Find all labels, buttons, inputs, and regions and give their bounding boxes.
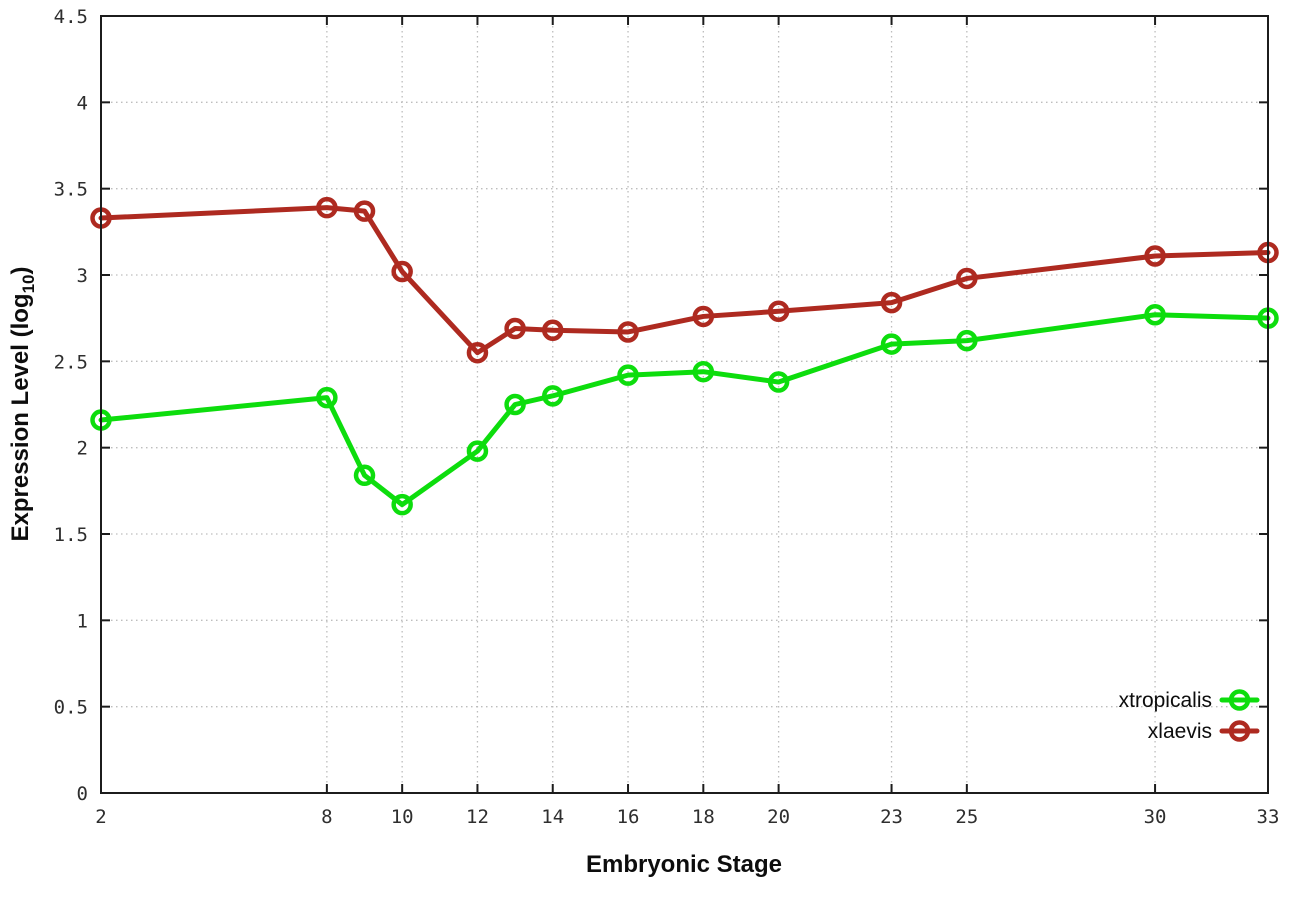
x-tick-label: 23 bbox=[880, 806, 903, 828]
series-line-xtropicalis bbox=[98, 312, 1271, 508]
y-tick-label: 2 bbox=[77, 438, 88, 460]
legend: xtropicalis xlaevis bbox=[1119, 689, 1260, 743]
x-tick-label: 8 bbox=[321, 806, 332, 828]
data-point-xlaevis bbox=[316, 196, 338, 219]
data-point-xtropicalis bbox=[316, 386, 338, 409]
data-point-xtropicalis bbox=[880, 333, 903, 355]
data-point-xtropicalis bbox=[1144, 303, 1166, 326]
x-tick-label: 16 bbox=[617, 806, 640, 828]
y-tick-label: 3 bbox=[77, 265, 88, 287]
data-point-xlaevis bbox=[391, 260, 413, 283]
tick-layer: 2 8 10 12 14 16 18 20 23 25 30 33 0 0.5 1 1.5 2 2.5 3 3.5 4 4… bbox=[54, 6, 1280, 828]
data-point-xtropicalis bbox=[692, 360, 715, 383]
legend-marker-xtropicalis bbox=[1228, 689, 1251, 711]
y-tick-label: 1.5 bbox=[54, 524, 88, 546]
data-point-xtropicalis bbox=[504, 393, 526, 416]
data-point-xtropicalis bbox=[617, 364, 639, 386]
x-tick-label: 10 bbox=[391, 806, 414, 828]
data-point-xtropicalis bbox=[541, 385, 564, 407]
data-point-xtropicalis bbox=[466, 440, 489, 462]
y-tick-label: 0.5 bbox=[54, 697, 88, 719]
y-tick-label: 4 bbox=[77, 92, 88, 114]
data-point-xlaevis bbox=[956, 267, 978, 290]
y-tick-label: 3.5 bbox=[54, 179, 88, 201]
y-tick-label: 0 bbox=[77, 783, 88, 805]
x-tick-label: 33 bbox=[1257, 806, 1280, 828]
x-tick-label: 20 bbox=[767, 806, 790, 828]
data-point-xlaevis bbox=[504, 317, 526, 340]
y-tick-label: 4.5 bbox=[54, 6, 88, 28]
legend-label-xtropicalis: xtropicalis bbox=[1119, 689, 1212, 712]
legend-marker-xlaevis bbox=[1228, 720, 1251, 742]
data-point-xtropicalis bbox=[391, 493, 413, 516]
series-line-xlaevis bbox=[98, 205, 1271, 356]
y-tick-label: 1 bbox=[77, 610, 88, 632]
series-layer bbox=[90, 196, 1279, 516]
data-point-xlaevis bbox=[1144, 245, 1166, 267]
data-point-xtropicalis bbox=[353, 464, 376, 487]
x-tick-label: 25 bbox=[955, 806, 978, 828]
data-point-xlaevis bbox=[617, 321, 639, 343]
plot-border bbox=[100, 15, 1269, 794]
legend-label-xlaevis: xlaevis bbox=[1148, 720, 1212, 743]
data-point-xlaevis bbox=[541, 319, 564, 342]
data-point-xtropicalis bbox=[767, 371, 790, 393]
data-point-xlaevis bbox=[353, 200, 376, 222]
y-axis-title: Expression Level (log10) bbox=[7, 267, 38, 542]
x-tick-label: 30 bbox=[1144, 806, 1167, 828]
x-tick-label: 12 bbox=[466, 806, 489, 828]
x-tick-label: 2 bbox=[95, 806, 106, 828]
x-tick-label: 14 bbox=[541, 806, 564, 828]
data-point-xlaevis bbox=[767, 300, 790, 323]
data-point-xlaevis bbox=[692, 305, 715, 328]
data-point-xtropicalis bbox=[956, 329, 978, 352]
plot-border-rect bbox=[100, 15, 1269, 794]
data-point-xlaevis bbox=[880, 291, 903, 314]
x-axis-title: Embryonic Stage bbox=[586, 851, 782, 878]
x-tick-label: 18 bbox=[692, 806, 715, 828]
data-point-xlaevis bbox=[466, 341, 489, 364]
y-tick-label: 2.5 bbox=[54, 351, 88, 373]
